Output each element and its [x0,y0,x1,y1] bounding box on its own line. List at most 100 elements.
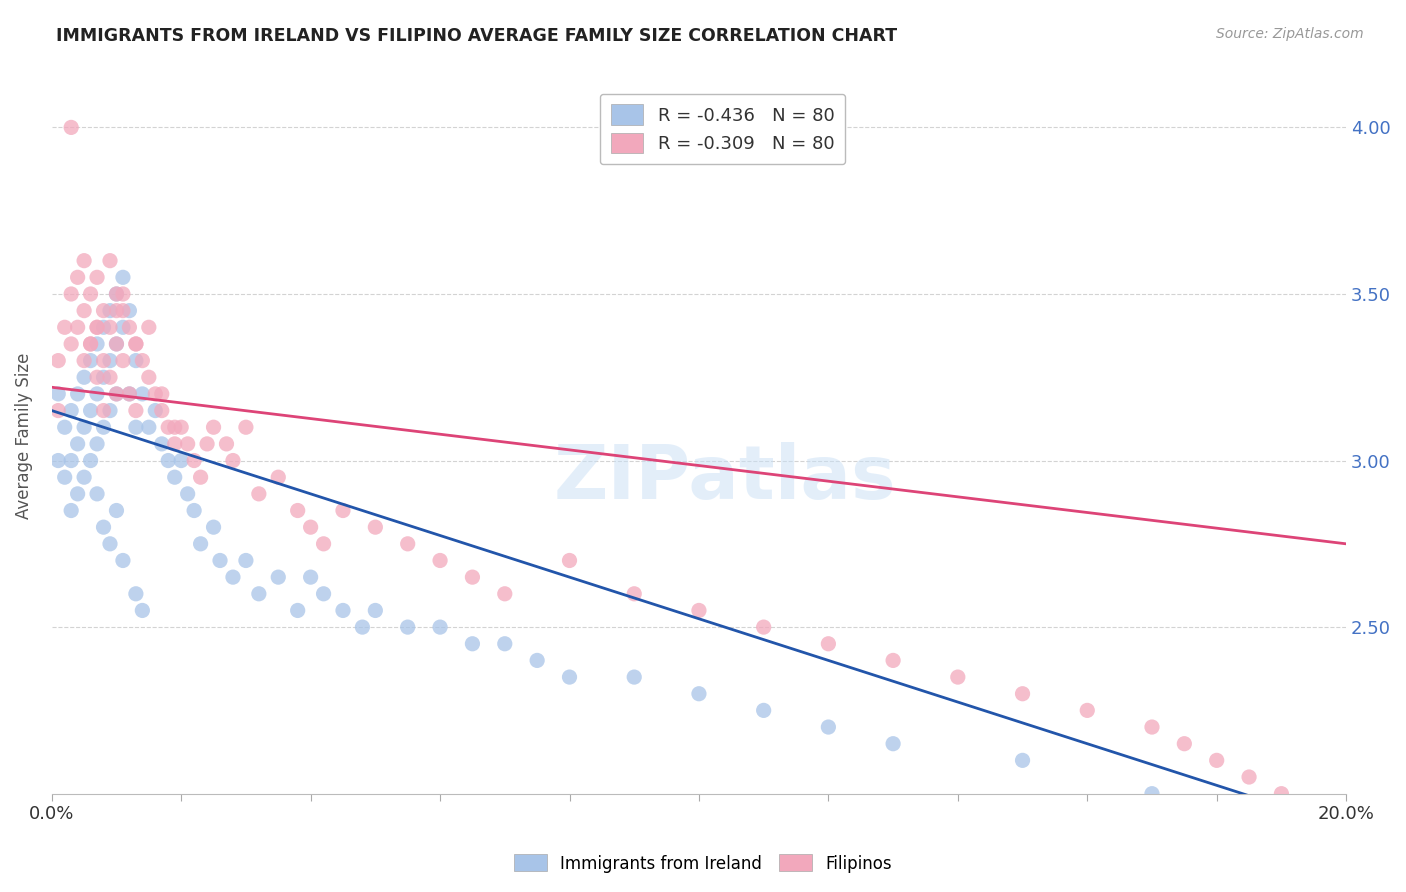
Point [143,403,166,417]
Point [623,587,645,601]
Point [46,353,69,368]
Point [98,353,121,368]
Point [53,320,76,334]
Point [494,637,516,651]
Point [105,387,128,401]
Point [176,487,198,501]
Point [79,337,101,351]
Point [1011,687,1033,701]
Point [752,703,775,717]
Point [170,420,193,434]
Point [131,387,153,401]
Point [86,320,108,334]
Point [688,603,710,617]
Point [312,537,335,551]
Point [1140,720,1163,734]
Point [93,370,115,384]
Point [143,387,166,401]
Point [157,420,180,434]
Point [93,403,115,417]
Point [98,303,121,318]
Point [93,420,115,434]
Point [98,370,121,384]
Point [73,370,96,384]
Point [86,370,108,384]
Point [118,387,141,401]
Legend: R = -0.436   N = 80, R = -0.309   N = 80: R = -0.436 N = 80, R = -0.309 N = 80 [600,94,845,164]
Point [429,620,451,634]
Point [299,520,322,534]
Point [163,420,186,434]
Point [93,303,115,318]
Point [73,353,96,368]
Point [364,520,387,534]
Point [86,320,108,334]
Point [105,287,128,301]
Point [1302,827,1324,841]
Point [111,320,134,334]
Point [332,603,354,617]
Point [105,337,128,351]
Point [364,603,387,617]
Point [79,353,101,368]
Point [111,287,134,301]
Point [60,403,83,417]
Point [222,570,245,584]
Point [235,553,257,567]
Point [105,287,128,301]
Point [461,637,484,651]
Point [429,553,451,567]
Point [111,303,134,318]
Point [105,387,128,401]
Point [558,670,581,684]
Text: Source: ZipAtlas.com: Source: ZipAtlas.com [1216,27,1364,41]
Point [817,637,839,651]
Point [118,303,141,318]
Point [157,453,180,467]
Point [202,520,225,534]
Point [222,453,245,467]
Point [176,437,198,451]
Point [131,353,153,368]
Point [66,320,89,334]
Point [190,537,212,551]
Text: ZIPatlas: ZIPatlas [554,442,896,515]
Point [46,387,69,401]
Point [1205,753,1227,767]
Point [215,437,238,451]
Point [817,720,839,734]
Point [125,587,148,601]
Point [138,370,160,384]
Point [882,653,904,667]
Point [98,320,121,334]
Point [526,653,548,667]
Point [1237,803,1260,817]
Point [111,270,134,285]
Point [86,437,108,451]
Point [125,353,148,368]
Point [190,470,212,484]
Point [1205,803,1227,817]
Point [118,387,141,401]
Point [494,587,516,601]
Point [111,353,134,368]
Point [1076,703,1098,717]
Point [125,337,148,351]
Point [287,503,309,517]
Point [287,603,309,617]
Point [946,670,969,684]
Point [73,303,96,318]
Point [150,437,173,451]
Point [1270,814,1292,828]
Point [623,670,645,684]
Point [86,270,108,285]
Point [98,537,121,551]
Point [60,503,83,517]
Point [183,503,205,517]
Point [299,570,322,584]
Point [79,453,101,467]
Point [688,687,710,701]
Point [461,570,484,584]
Point [79,287,101,301]
Point [66,437,89,451]
